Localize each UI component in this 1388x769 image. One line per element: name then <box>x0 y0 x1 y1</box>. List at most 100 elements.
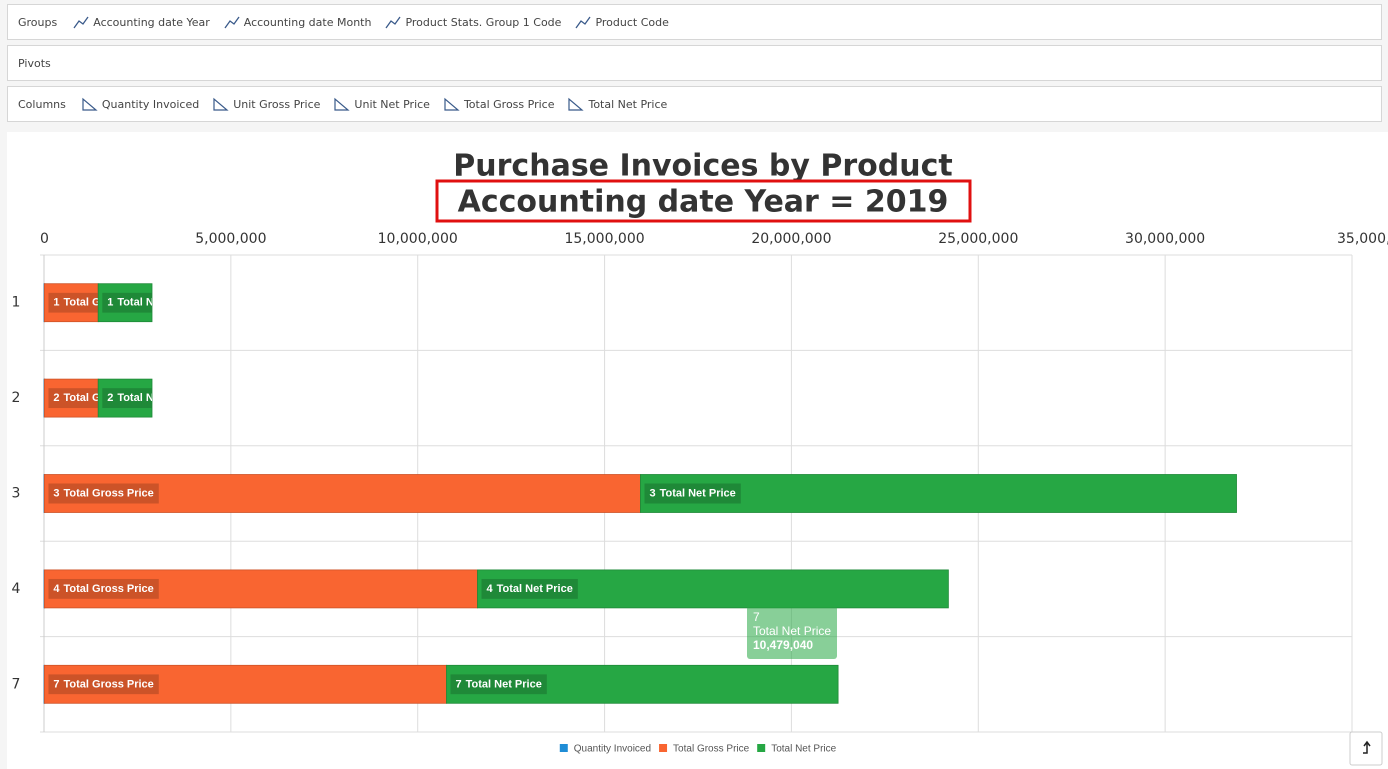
bar-label-box <box>48 292 99 313</box>
y-tick-label: 3 <box>12 486 21 502</box>
highlight-box <box>435 179 972 223</box>
bar-label-category: 2 <box>107 392 113 404</box>
group-chip[interactable]: Accounting date Month <box>224 15 372 29</box>
column-name: Total Net Price <box>588 97 668 111</box>
bar-label-clip: 3 Total Net Price <box>644 483 741 504</box>
bar-label-category: 2 <box>53 392 59 404</box>
columns-panel: Columns Quantity Invoiced Unit Gross Pri… <box>7 86 1382 122</box>
bar-label-category: 3 <box>53 487 59 499</box>
bar-label-series: Total Net Price <box>117 297 193 309</box>
group-chip[interactable]: Product Stats. Group 1 Code <box>385 15 561 29</box>
bar-label-clip: 2 Total Net Price <box>102 388 193 409</box>
column-chip[interactable]: Total Net Price <box>568 97 667 111</box>
bar-label-box <box>48 388 99 409</box>
groups-panel: Groups Accounting date Year Accounting d… <box>7 4 1382 40</box>
bar-label-category: 7 <box>455 678 461 690</box>
bar-label: 7 Total Gross Price <box>53 678 153 690</box>
tooltip-value: 10,479,040 <box>753 638 813 652</box>
x-tick-label: 20,000,000 <box>751 231 831 247</box>
column-chip[interactable]: Unit Gross Price <box>213 97 320 111</box>
y-tick-label: 2 <box>12 390 21 406</box>
x-tick-label: 25,000,000 <box>938 231 1018 247</box>
bar-label: 7 Total Net Price <box>455 678 541 690</box>
tooltip-category: 7 <box>753 610 760 624</box>
bar-label-clip: 4 Total Gross Price <box>48 578 159 599</box>
bar-label: 1 Total Net Price <box>107 297 193 309</box>
column-name: Unit Gross Price <box>233 97 321 111</box>
bar-label-box <box>48 674 159 695</box>
bar-label-category: 4 <box>487 583 494 595</box>
legend-swatch <box>757 744 766 752</box>
scroll-top-button[interactable] <box>1349 731 1383 766</box>
column-name: Unit Net Price <box>354 97 430 111</box>
bar-label-series: Total Net Price <box>117 392 193 404</box>
pivots-label: Pivots <box>18 56 51 70</box>
bar-label-series: Total Gross Price <box>63 297 153 309</box>
x-tick-label: 5,000,000 <box>195 231 266 247</box>
column-name: Total Gross Price <box>463 97 555 111</box>
bar-label-series: Total Net Price <box>660 487 736 499</box>
group-chip[interactable]: Product Code <box>575 15 669 29</box>
bar-label-box <box>481 578 578 599</box>
bar-label-box <box>450 674 547 695</box>
x-tick-label: 35,000,000 <box>1337 231 1388 247</box>
bar-label: 2 Total Net Price <box>107 392 193 404</box>
bar-label-series: Total Net Price <box>466 678 542 690</box>
bar-label-series: Total Net Price <box>497 583 573 595</box>
bar-label-clip: 1 Total Net Price <box>102 292 193 313</box>
bar-label-category: 1 <box>53 297 59 309</box>
columns-label: Columns <box>18 97 66 111</box>
bar-label-clip: 3 Total Gross Price <box>48 483 159 504</box>
legend: Quantity Invoiced Total Gross Price Total … <box>559 744 837 755</box>
column-chip[interactable]: Quantity Invoiced <box>82 97 199 111</box>
tooltip-box <box>747 606 837 659</box>
legend-label: Total Gross Price <box>673 744 750 755</box>
column-chip[interactable]: Total Gross Price <box>444 97 555 111</box>
chart: Purchase Invoices by Product Accounting … <box>7 132 1388 769</box>
legend-label: Quantity Invoiced <box>574 744 651 755</box>
bar-label-box <box>48 483 159 504</box>
x-tick-label: 30,000,000 <box>1125 231 1205 247</box>
bar-label-clip: 7 Total Net Price <box>450 674 547 695</box>
bar-label-series: Total Gross Price <box>63 487 153 499</box>
bar-label-series: Total Gross Price <box>63 583 153 595</box>
bar-label-box <box>48 578 159 599</box>
bar-label: 3 Total Net Price <box>649 487 735 499</box>
legend-swatch <box>659 744 668 752</box>
bar-label-series: Total Gross Price <box>63 678 153 690</box>
bar-label-category: 4 <box>53 583 60 595</box>
column-chip[interactable]: Unit Net Price <box>334 97 430 111</box>
chart-background <box>7 132 1388 769</box>
bar-label: 4 Total Gross Price <box>53 583 153 595</box>
bar-label-category: 3 <box>649 487 655 499</box>
x-tick-label: 15,000,000 <box>564 231 644 247</box>
group-name: Accounting date Year <box>93 15 210 29</box>
y-tick-label: 4 <box>12 581 21 597</box>
group-name: Product Code <box>595 15 669 29</box>
column-name: Quantity Invoiced <box>101 97 200 111</box>
bar-label: 4 Total Net Price <box>487 583 573 595</box>
bar-label-box <box>102 292 153 313</box>
group-chip[interactable]: Accounting date Year <box>73 15 210 29</box>
scroll-top-icon <box>1363 740 1371 754</box>
bar-label: 3 Total Gross Price <box>53 487 153 499</box>
x-tick-label: 0 <box>40 231 49 247</box>
chart-subtitle: Accounting date Year = 2019 <box>458 185 949 220</box>
group-name: Accounting date Month <box>243 15 372 29</box>
bar-label-box <box>644 483 741 504</box>
legend-label: Total Net Price <box>771 744 836 755</box>
tooltip-series: Total Net Price <box>753 624 831 638</box>
plot-area: 0 5,000,000 10,000,000 15,000,000 20,000,000… <box>12 231 1388 755</box>
bar-label-box <box>102 388 153 409</box>
legend-swatch <box>559 744 568 752</box>
bar-label-category: 7 <box>53 678 59 690</box>
bar-label-category: 1 <box>107 297 113 309</box>
groups-label: Groups <box>18 15 58 29</box>
